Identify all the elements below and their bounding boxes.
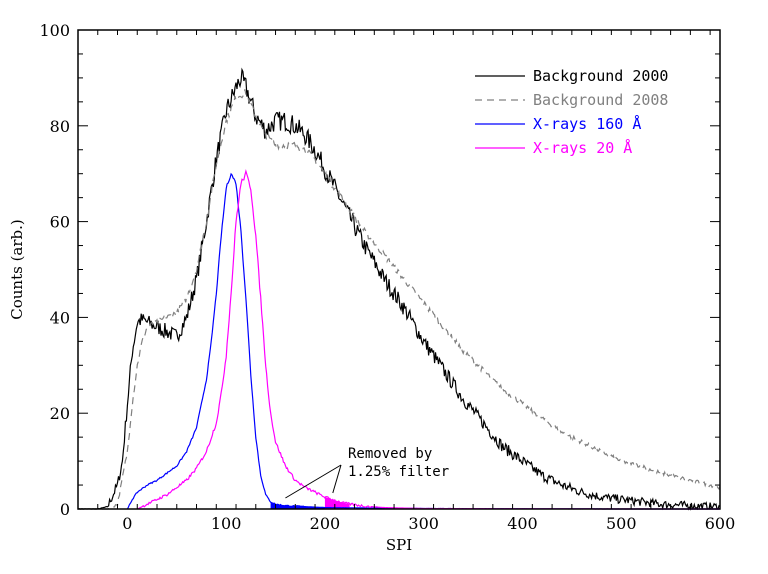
legend: Background 2000 Background 2008 X-rays 160… bbox=[475, 67, 668, 157]
x-tick-label: 400 bbox=[507, 514, 538, 533]
axis-ticks bbox=[77, 29, 720, 510]
x-axis-label: SPI bbox=[386, 536, 412, 554]
legend-label: Background 2008 bbox=[533, 91, 668, 109]
legend-label: Background 2000 bbox=[533, 67, 668, 85]
y-tick-label: 60 bbox=[50, 213, 70, 232]
x-tick-label: 500 bbox=[606, 514, 637, 533]
filter-annotation: Removed by 1.25% filter bbox=[285, 446, 449, 499]
annotation-text: Removed by bbox=[348, 446, 432, 462]
plot-area bbox=[77, 67, 721, 511]
legend-label: X-rays 160 Å bbox=[533, 114, 641, 133]
x-tick-label: 600 bbox=[705, 514, 736, 533]
series-line-1 bbox=[78, 89, 721, 510]
legend-label: X-rays 20 Å bbox=[533, 138, 632, 157]
annotation-pointer bbox=[332, 464, 342, 494]
x-tick-label: 200 bbox=[310, 514, 341, 533]
annotation-pointer bbox=[285, 464, 342, 499]
y-tick-label: 20 bbox=[50, 404, 70, 423]
y-tick-label: 80 bbox=[50, 117, 70, 136]
series-line-0 bbox=[77, 67, 721, 511]
x-tick-label: 300 bbox=[408, 514, 439, 533]
x-tick-label: 0 bbox=[122, 514, 132, 533]
y-axis-label: Counts (arb.) bbox=[8, 219, 26, 320]
y-tick-label: 0 bbox=[60, 500, 70, 519]
y-tick-label: 40 bbox=[50, 308, 70, 327]
tick-labels: 0 100 200 300 400 500 600 0 20 40 60 80 100 bbox=[39, 21, 735, 533]
annotation-text: 1.25% filter bbox=[348, 464, 449, 480]
y-tick-label: 100 bbox=[39, 21, 70, 40]
x-tick-label: 100 bbox=[211, 514, 242, 533]
